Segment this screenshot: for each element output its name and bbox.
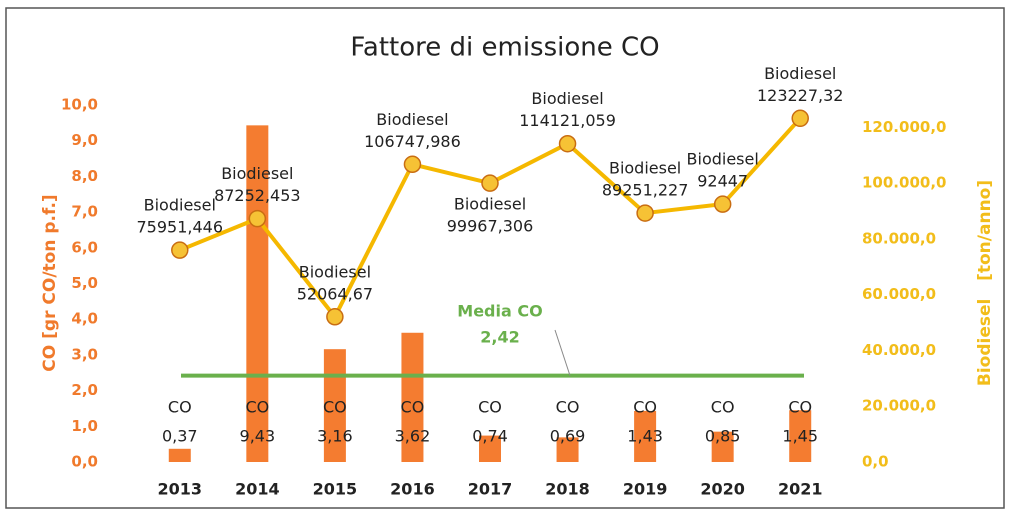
data-label-name: CO [168,398,192,417]
data-label: 75951,446 [137,218,224,237]
data-label-name: Biodiesel [299,262,371,281]
data-label-name: CO [323,398,347,417]
data-label-name: Biodiesel [531,89,603,108]
x-tick-label: 2014 [235,480,280,499]
bar [401,332,424,462]
data-label-name: CO [478,398,502,417]
x-tick-label: 2015 [313,480,358,499]
bar [168,448,191,462]
data-label-name: Biodiesel [609,159,681,178]
bar [711,431,734,462]
data-label: 89251,227 [602,181,689,200]
reference-value: 2,42 [480,328,519,347]
line-marker [326,308,344,326]
y-tick-label: 9,0 [71,131,98,149]
y2-tick-label: 60.000,0 [862,285,936,303]
data-label: 52064,67 [297,284,373,303]
data-label-name: CO [556,398,580,417]
data-label-name: Biodiesel [687,150,759,169]
y-tick-label: 6,0 [71,238,98,256]
data-label: 0,85 [705,427,741,446]
data-label-name: CO [788,398,812,417]
line-marker [171,241,189,259]
y2-tick-label: 80.000,0 [862,229,936,247]
data-label-name: Biodiesel [221,164,293,183]
data-label: 1,43 [627,427,663,446]
x-tick-label: 2018 [545,480,590,499]
data-label: 0,37 [162,427,198,446]
line-marker [636,204,654,222]
x-tick-label: 2016 [390,480,435,499]
line-marker [403,155,422,174]
data-label-name: Biodiesel [144,196,216,215]
annotation-leader [554,329,571,376]
x-tick-label: 2020 [700,480,745,499]
y-tick-label: 4,0 [71,310,98,328]
data-label-name: Biodiesel [376,110,448,129]
data-label-name: CO [245,398,269,417]
line-marker [481,174,499,192]
y2-tick-label: 120.000,0 [862,118,946,136]
y2-tick-label: 20.000,0 [862,397,936,415]
chart-title: Fattore di emissione CO [350,33,659,63]
data-label: 9,43 [240,427,276,446]
line-marker [248,209,267,228]
bar [556,437,579,462]
x-tick-label: 2019 [623,480,668,499]
y-tick-label: 1,0 [71,417,98,435]
reference-label: Media CO [457,302,542,321]
x-tick-label: 2017 [468,480,513,499]
line-marker [558,134,577,153]
line-marker [713,195,732,213]
data-label: 106747,986 [364,132,461,151]
y-tick-label: 10,0 [61,96,98,114]
data-label-name: CO [401,398,425,417]
data-label: 123227,32 [757,86,844,105]
data-label: 3,16 [317,427,353,446]
data-label-name: CO [711,398,735,417]
y-tick-label: 3,0 [71,345,98,363]
data-label-name: Biodiesel [764,64,836,83]
y-tick-label: 8,0 [71,167,98,185]
y2-axis-title: Biodiesel [ton/anno] [975,180,995,386]
y-tick-label: 2,0 [71,381,98,399]
x-tick-label: 2013 [158,480,203,499]
bar [246,125,269,462]
y-tick-label: 7,0 [71,203,98,221]
data-label: 0,69 [550,427,586,446]
bar [634,410,657,462]
data-label: 1,45 [782,427,818,446]
data-label: 3,62 [395,427,431,446]
chart-frame [5,7,1005,509]
y2-tick-label: 0,0 [862,453,889,471]
data-label-name: Biodiesel [454,195,526,214]
y2-tick-label: 100.000,0 [862,174,946,192]
bar [789,410,812,462]
bar [479,435,501,462]
x-tick-label: 2021 [778,480,823,499]
data-label: 99967,306 [447,217,534,236]
y2-tick-label: 40.000,0 [862,341,936,359]
data-label: 114121,059 [519,111,616,130]
y-axis-title: CO [gr CO/ton p.f.] [40,194,60,371]
y-tick-label: 0,0 [71,453,98,471]
y-tick-label: 5,0 [71,274,98,292]
data-label: 87252,453 [214,186,301,205]
line-marker [791,109,809,128]
data-label-name: CO [633,398,657,417]
data-label: 0,74 [472,427,508,446]
data-label: 92447 [697,172,748,191]
